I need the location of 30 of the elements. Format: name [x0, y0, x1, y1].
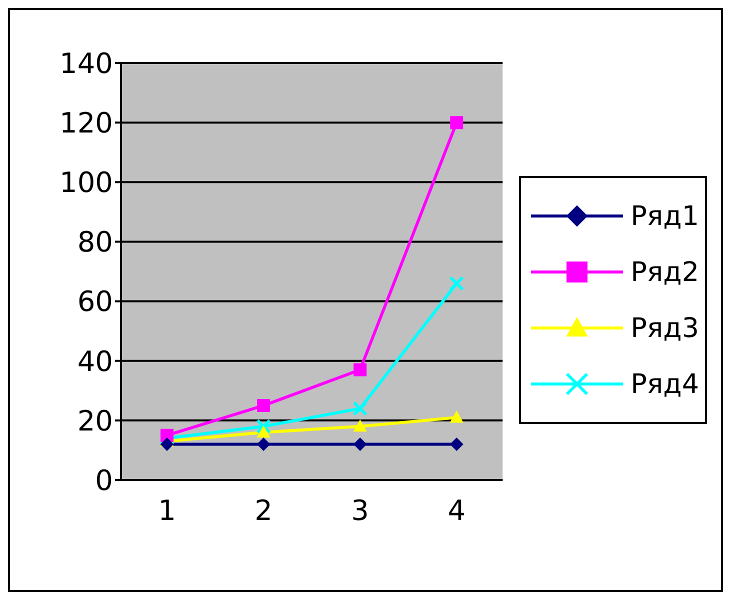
x-tick-label: 1	[158, 494, 176, 527]
point	[256, 418, 272, 434]
x-tick-label: 2	[254, 494, 272, 527]
point	[257, 438, 270, 451]
x-tick-label: 4	[448, 494, 466, 527]
y-tick-label: 100	[60, 166, 113, 200]
y-tick-label: 140	[60, 46, 113, 80]
y-tick-label: 0	[95, 464, 113, 497]
x-tick-label: 3	[351, 494, 369, 527]
point	[352, 401, 368, 416]
point	[449, 276, 464, 291]
y-tick-label: 60	[77, 285, 113, 318]
point	[354, 438, 367, 451]
y-tick-label: 20	[77, 404, 113, 438]
point	[354, 420, 367, 432]
point	[257, 426, 270, 438]
legend-label: Ряд4	[630, 368, 699, 400]
y-tick-label: 80	[77, 226, 113, 259]
point	[450, 438, 464, 451]
y-tick-label: 40	[77, 344, 113, 378]
legend-label: Ряд2	[630, 256, 699, 288]
y-tick-label: 120	[60, 106, 113, 140]
point	[450, 410, 464, 423]
point	[257, 399, 270, 412]
legend-label: Ряд3	[630, 312, 699, 344]
point	[450, 116, 464, 130]
point	[160, 438, 174, 451]
point	[354, 363, 367, 376]
legend-label: Ряд1	[630, 200, 699, 232]
point	[160, 428, 174, 442]
